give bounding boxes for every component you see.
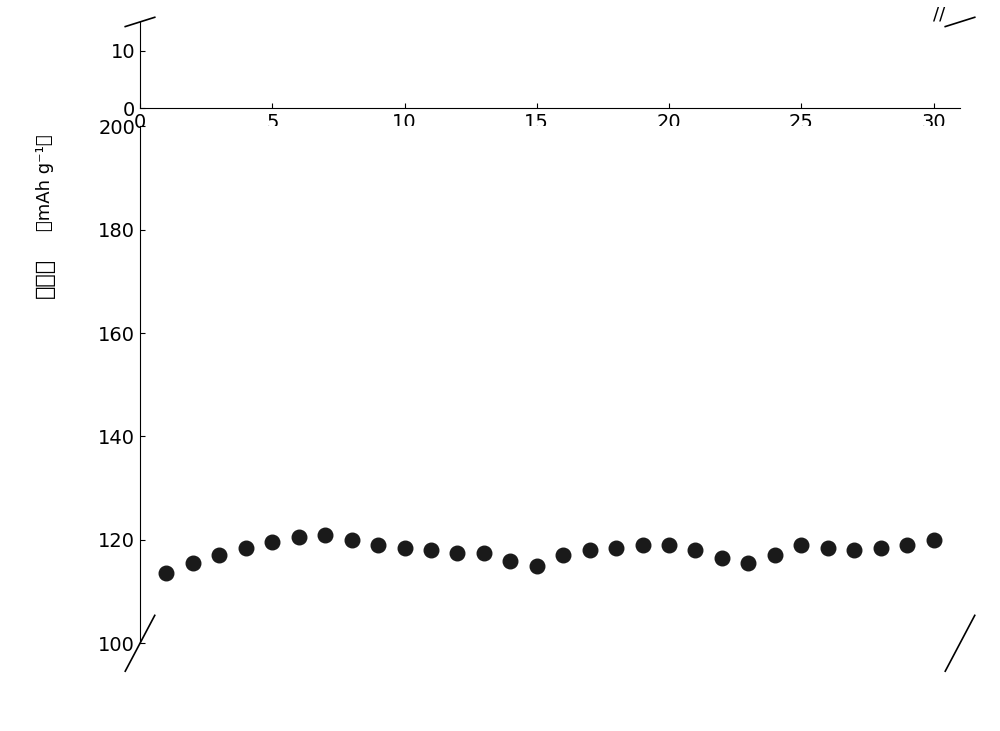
Point [740, 557, 756, 569]
Point [899, 539, 915, 551]
Point [529, 560, 545, 572]
Point [714, 552, 730, 564]
Point [502, 555, 518, 567]
Point [370, 539, 386, 551]
Point [635, 539, 651, 551]
Point [767, 550, 783, 561]
Point [423, 545, 439, 556]
Point [846, 545, 862, 556]
Point [608, 542, 624, 553]
Point [211, 550, 227, 561]
Point [264, 537, 280, 548]
Text: //: // [933, 6, 946, 23]
Point [238, 542, 254, 553]
Point [555, 550, 571, 561]
Text: 比容量: 比容量 [35, 258, 55, 298]
Point [449, 547, 465, 558]
Point [476, 547, 492, 558]
Point [158, 568, 174, 580]
Point [926, 534, 942, 546]
Point [820, 542, 836, 553]
Point [661, 539, 677, 551]
Point [291, 531, 307, 543]
X-axis label: 循环次数: 循环次数 [523, 143, 577, 163]
Point [793, 539, 809, 551]
Point [344, 534, 360, 546]
Point [397, 542, 413, 553]
Point [317, 529, 333, 540]
Point [185, 557, 201, 569]
Point [873, 542, 889, 553]
Text: （mAh g⁻¹）: （mAh g⁻¹） [36, 135, 54, 231]
Point [582, 545, 598, 556]
Point [687, 545, 703, 556]
